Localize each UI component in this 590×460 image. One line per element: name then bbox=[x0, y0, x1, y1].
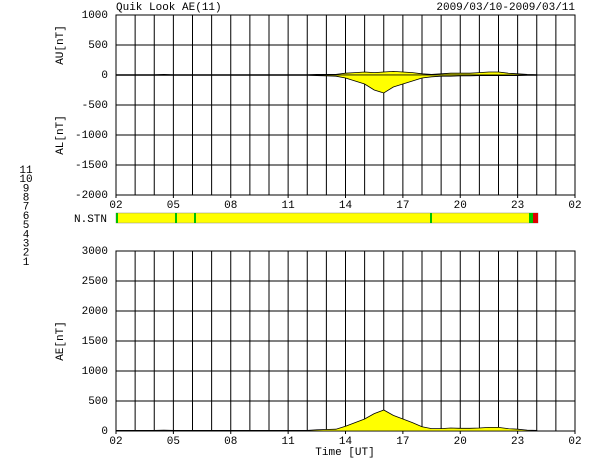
y-tick-label: 0 bbox=[101, 426, 108, 438]
x-tick-label: 23 bbox=[511, 436, 524, 448]
y-tick-label: 0 bbox=[101, 70, 108, 82]
y-tick-label: 1000 bbox=[82, 366, 108, 378]
x-tick-label: 02 bbox=[109, 436, 122, 448]
station-bar bbox=[115, 212, 539, 224]
station-level: 5 bbox=[23, 220, 30, 232]
y-tick-label: -500 bbox=[82, 100, 108, 112]
station-level: 6 bbox=[23, 211, 30, 223]
y-tick-label: 1000 bbox=[82, 10, 108, 22]
x-tick-label: 11 bbox=[282, 200, 296, 212]
x-tick-label: 05 bbox=[167, 200, 180, 212]
y-axis-label: AU[nT] bbox=[55, 25, 67, 65]
x-tick-label: 17 bbox=[396, 436, 409, 448]
area bbox=[115, 409, 538, 432]
y-tick-label: -1500 bbox=[75, 160, 108, 172]
x-tick-label: 08 bbox=[224, 200, 237, 212]
station-level: 9 bbox=[23, 183, 30, 195]
x-tick-label: 02 bbox=[568, 200, 581, 212]
y-tick-label: 2500 bbox=[82, 276, 108, 288]
station-level: 8 bbox=[23, 193, 30, 205]
y-tick-label: 2000 bbox=[82, 306, 108, 318]
station-level: 2 bbox=[23, 248, 30, 260]
x-tick-label: 23 bbox=[511, 200, 524, 212]
chart-title: Quik Look AE(11) bbox=[116, 2, 222, 14]
station-level: 11 bbox=[19, 165, 33, 177]
area bbox=[115, 74, 538, 94]
x-tick-label: 17 bbox=[396, 200, 409, 212]
x-tick-label: 02 bbox=[109, 200, 122, 212]
x-tick-label: 05 bbox=[167, 436, 180, 448]
y-tick-label: 3000 bbox=[82, 246, 108, 258]
station-level: 10 bbox=[19, 174, 32, 186]
y-axis-label: AL[nT] bbox=[55, 115, 67, 155]
station-level: 4 bbox=[23, 229, 30, 241]
y-tick-label: 1500 bbox=[82, 336, 108, 348]
x-tick-label: 14 bbox=[339, 436, 353, 448]
station-label: N.STN bbox=[74, 214, 107, 226]
x-axis-label: Time [UT] bbox=[315, 447, 374, 459]
y-tick-label: 500 bbox=[88, 396, 108, 408]
station-level: 1 bbox=[23, 257, 30, 269]
y-axis-label: AE[nT] bbox=[55, 321, 67, 361]
x-tick-label: 02 bbox=[568, 436, 581, 448]
station-level: 7 bbox=[23, 202, 30, 214]
y-tick-label: -1000 bbox=[75, 130, 108, 142]
y-tick-label: -2000 bbox=[75, 190, 108, 202]
x-tick-label: 08 bbox=[224, 436, 237, 448]
station-level: 3 bbox=[23, 239, 30, 251]
y-tick-label: 500 bbox=[88, 40, 108, 52]
x-tick-label: 20 bbox=[454, 436, 467, 448]
x-tick-label: 14 bbox=[339, 200, 353, 212]
x-tick-label: 20 bbox=[454, 200, 467, 212]
date-range: 2009/03/10-2009/03/11 bbox=[436, 2, 575, 14]
x-tick-label: 11 bbox=[282, 436, 296, 448]
